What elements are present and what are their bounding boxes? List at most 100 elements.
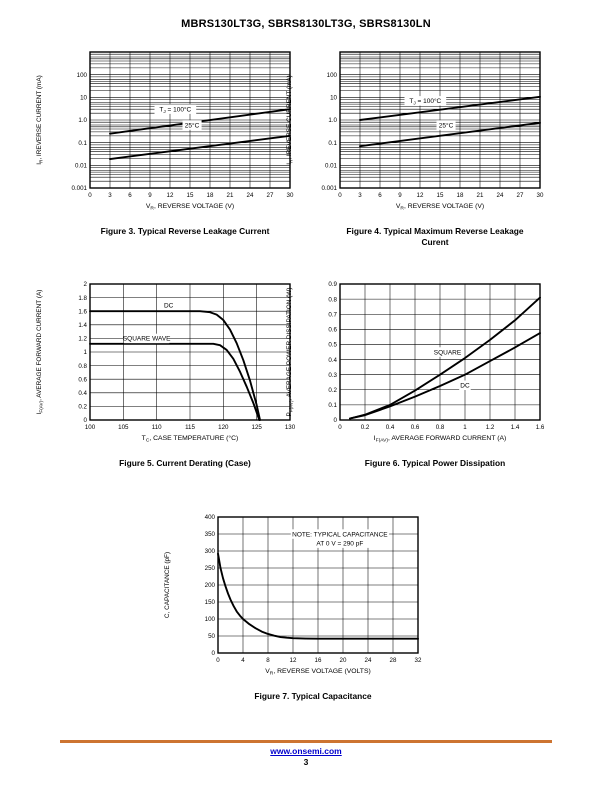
curve-label-bg <box>123 333 170 344</box>
y-tick-label: 0.001 <box>72 185 88 192</box>
y-tick-label: 1.8 <box>78 295 87 302</box>
curve-label: AT 0 V = 290 pF <box>316 540 363 547</box>
plot-border <box>339 283 541 421</box>
curve-label: NOTE: TYPICAL CAPACITANCE <box>292 531 388 538</box>
x-tick-label: 18 <box>457 192 464 199</box>
plot-border <box>339 51 541 189</box>
x-tick-label: 110 <box>152 424 162 431</box>
x-tick-label: 1 <box>463 424 467 431</box>
x-tick-label: 21 <box>477 192 484 199</box>
x-tick-label: 1.6 <box>536 424 545 431</box>
x-tick-label: 0.4 <box>386 424 395 431</box>
y-tick-label: 0 <box>334 417 338 424</box>
x-tick-label: 32 <box>415 657 422 664</box>
figure-caption: Figure 7. Typical Capacitance <box>254 691 372 701</box>
x-tick-label: 27 <box>517 192 524 199</box>
x-tick-label: 105 <box>118 424 129 431</box>
y-tick-label: 150 <box>205 599 216 606</box>
x-tick-label: 9 <box>398 192 402 199</box>
x-tick-label: 1.4 <box>511 424 520 431</box>
y-tick-label: 0.1 <box>78 140 87 147</box>
x-tick-label: 24 <box>247 192 254 199</box>
y-tick-label: 0.2 <box>78 404 87 411</box>
y-tick-label: 0.01 <box>325 163 338 170</box>
curve-label-bg <box>459 380 471 390</box>
x-tick-label: 3 <box>108 192 112 199</box>
curve-label: DC <box>164 302 174 309</box>
y-tick-label: 0.8 <box>78 363 87 370</box>
y-tick-label: 0 <box>84 417 88 424</box>
x-tick-label: 0 <box>88 192 92 199</box>
x-axis-title: IF(AV), AVERAGE FORWARD CURRENT (A) <box>374 435 507 444</box>
y-tick-label: 0.1 <box>328 140 337 147</box>
curve-capacitance <box>217 552 419 640</box>
y-tick-label: 400 <box>205 514 216 521</box>
x-tick-label: 9 <box>148 192 152 199</box>
x-axis-title: VR, REVERSE VOLTAGE (VOLTS) <box>265 668 371 677</box>
curve-label-bg <box>404 96 447 106</box>
x-tick-label: 21 <box>227 192 234 199</box>
curve-label: TJ = 100°C <box>409 97 441 106</box>
x-tick-label: 6 <box>128 192 132 199</box>
x-axis-title: VR, REVERSE VOLTAGE (V) <box>146 203 234 212</box>
x-tick-label: 0 <box>216 657 220 664</box>
y-tick-label: 0 <box>212 650 216 657</box>
x-tick-label: 125 <box>252 424 263 431</box>
figure-4-chart: TJ = 100°C 25°C 0 3 6 9 12 15 18 21 24 27 30 100 10 1.0… <box>280 42 550 248</box>
curve-label-bg <box>434 347 461 357</box>
curve-25-c <box>359 121 541 148</box>
x-tick-label: 6 <box>378 192 382 199</box>
curve-label-bg <box>162 300 175 310</box>
y-tick-label: 1.4 <box>78 322 87 329</box>
curve-square-wave <box>89 342 261 421</box>
curve-label: TJ = 100°C <box>159 105 191 114</box>
x-tick-label: 24 <box>497 192 504 199</box>
figure-3-chart: TJ = 100°C 25°C 0 3 6 9 12 15 18 21 24 27 30 100 10 1.0… <box>30 42 300 237</box>
x-tick-label: 15 <box>187 192 194 199</box>
y-tick-label: 350 <box>205 531 216 538</box>
y-tick-label: 100 <box>327 72 338 79</box>
plot-border <box>217 516 419 654</box>
curve-label: 25°C <box>439 121 454 129</box>
y-axis-title: PF(AV), AVERAGE POWER DISSIPATION (W) <box>286 288 294 417</box>
curve-label: SQUARE <box>434 349 462 356</box>
y-tick-label: 250 <box>205 565 216 572</box>
x-tick-label: 100 <box>85 424 96 431</box>
figure-6-chart: SQUARE DC 0 0.2 0.4 0.6 0.8 1 1.2 1.4 1.6 0 0.1 0.2 0.… <box>280 274 550 469</box>
y-tick-label: 0.9 <box>328 281 337 288</box>
onsemi-link[interactable]: www.onsemi.com <box>270 746 342 756</box>
chart-svg: SQUARE DC 0 0.2 0.4 0.6 0.8 1 1.2 1.4 1.6 0 0.1 0.2 0.… <box>286 281 545 444</box>
x-tick-label: 1.2 <box>486 424 495 431</box>
y-axis-title: IR, IREVERSE CURRENT (mA) <box>36 75 44 165</box>
x-tick-label: 130 <box>285 424 296 431</box>
x-tick-label: 3 <box>358 192 362 199</box>
x-tick-label: 28 <box>390 657 397 664</box>
y-tick-label: 200 <box>205 582 216 589</box>
y-axis-title: IR, IREVERSE CURRENT (mA) <box>286 75 294 165</box>
curve-dc <box>349 332 541 420</box>
x-axis-title: VR, REVERSE VOLTAGE (V) <box>396 203 484 212</box>
curve-25-c <box>109 134 291 160</box>
plot-border <box>89 283 291 421</box>
x-tick-label: 0 <box>338 424 342 431</box>
figure-caption: Figure 4. Typical Maximum Reverse Leakag… <box>346 226 524 236</box>
y-tick-label: 2 <box>84 281 88 288</box>
curve-label-bg <box>182 120 202 130</box>
y-tick-label: 10 <box>330 95 337 102</box>
x-tick-label: 4 <box>241 657 245 664</box>
curve-label-bg <box>290 529 390 539</box>
y-tick-label: 1.6 <box>78 308 87 315</box>
x-tick-label: 15 <box>437 192 444 199</box>
x-tick-label: 0.6 <box>411 424 420 431</box>
x-tick-label: 0.8 <box>436 424 445 431</box>
x-axis-title: TC, CASE TEMPERATURE (°C) <box>142 434 239 444</box>
y-tick-label: 1.0 <box>328 117 337 124</box>
x-tick-label: 8 <box>266 657 270 664</box>
chart-svg: TJ = 100°C 25°C 0 3 6 9 12 15 18 21 24 27 30 100 10 1.0… <box>286 51 544 212</box>
curve-label: DC <box>460 383 470 390</box>
curve-label-bg <box>309 538 371 548</box>
y-tick-label: 0.2 <box>328 387 337 394</box>
footer-link-wrap: www.onsemi.com <box>0 746 612 756</box>
curve-label: SQUARE WAVE <box>123 336 171 343</box>
x-tick-label: 12 <box>417 192 424 199</box>
